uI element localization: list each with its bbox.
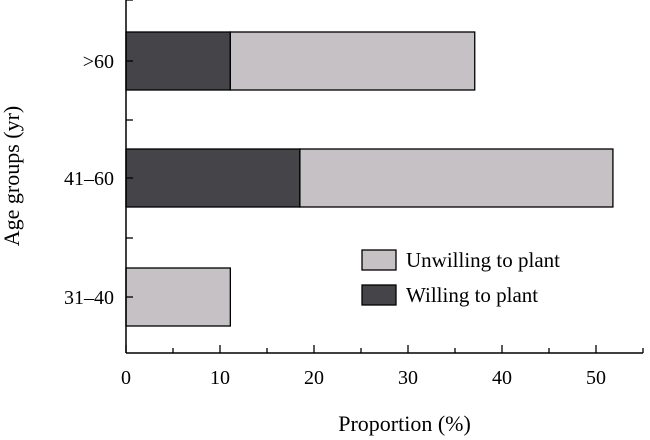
x-tick-label-0: 0 — [121, 367, 131, 389]
x-tick-label-50: 50 — [586, 367, 606, 389]
y-category-label-0: >60 — [83, 51, 114, 73]
legend-swatch-willing — [361, 284, 397, 306]
bar-unwilling-1 — [299, 148, 614, 208]
legend: Unwilling to plant Willing to plant — [361, 248, 560, 307]
bar-willing-1 — [125, 148, 301, 208]
ticks-group: 0 10 20 30 40 50 >60 41–60 31–40 — [64, 0, 644, 389]
bar-unwilling-0 — [229, 31, 476, 91]
bar-unwilling-2 — [125, 267, 231, 327]
legend-label-unwilling: Unwilling to plant — [406, 248, 560, 272]
x-tick-label-10: 10 — [210, 367, 230, 389]
bars-group — [125, 31, 614, 327]
x-tick-label-30: 30 — [398, 367, 418, 389]
legend-label-willing: Willing to plant — [406, 283, 538, 307]
x-tick-label-20: 20 — [304, 367, 324, 389]
x-axis-title: Proportion (%) — [338, 411, 471, 436]
bar-willing-0 — [125, 31, 231, 91]
y-category-label-2: 31–40 — [64, 287, 114, 309]
y-axis-title: Age groups (yr) — [0, 106, 24, 247]
y-category-label-1: 41–60 — [64, 168, 114, 190]
x-tick-label-40: 40 — [492, 367, 512, 389]
axes-group — [125, 0, 643, 354]
legend-swatch-unwilling — [361, 249, 397, 271]
